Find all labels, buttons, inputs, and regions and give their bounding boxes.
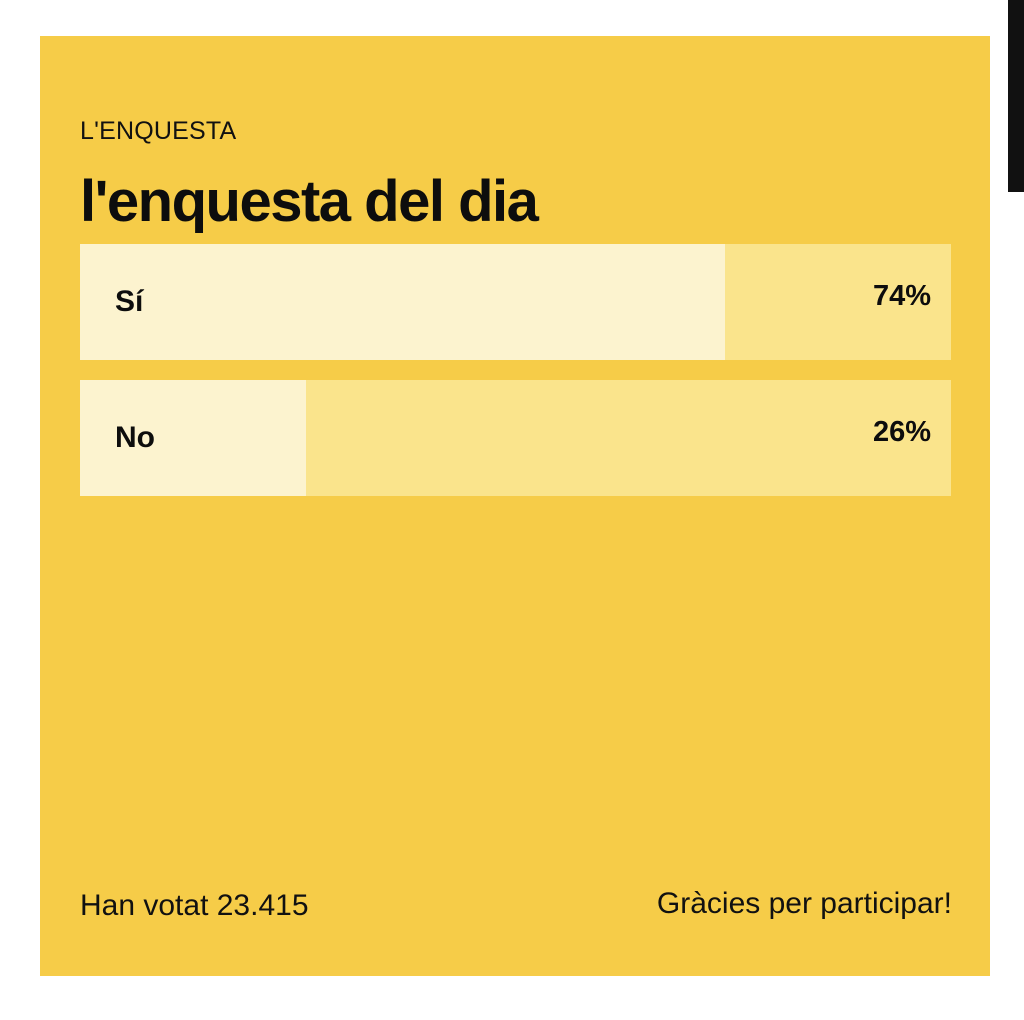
edge-mark <box>1008 0 1024 192</box>
poll-result-fill-no <box>80 380 307 496</box>
poll-option-percent: 26% <box>872 416 931 448</box>
vote-count: Han votat 23.415 <box>80 889 309 922</box>
poll-option-no[interactable]: No 26% <box>80 380 951 496</box>
section-label: L'ENQUESTA <box>80 117 237 145</box>
poll-title: l'enquesta del dia <box>80 169 539 234</box>
poll-option-label: Sí <box>115 285 144 318</box>
poll-option-percent: 74% <box>872 280 931 312</box>
poll-card: L'ENQUESTA l'enquesta del dia Sí 74% No … <box>40 36 990 976</box>
thanks-message: Gràcies per participar! <box>656 887 952 920</box>
poll-option-label: No <box>115 421 155 454</box>
poll-option-si[interactable]: Sí 74% <box>80 244 951 360</box>
poll-result-fill-si <box>80 244 725 360</box>
